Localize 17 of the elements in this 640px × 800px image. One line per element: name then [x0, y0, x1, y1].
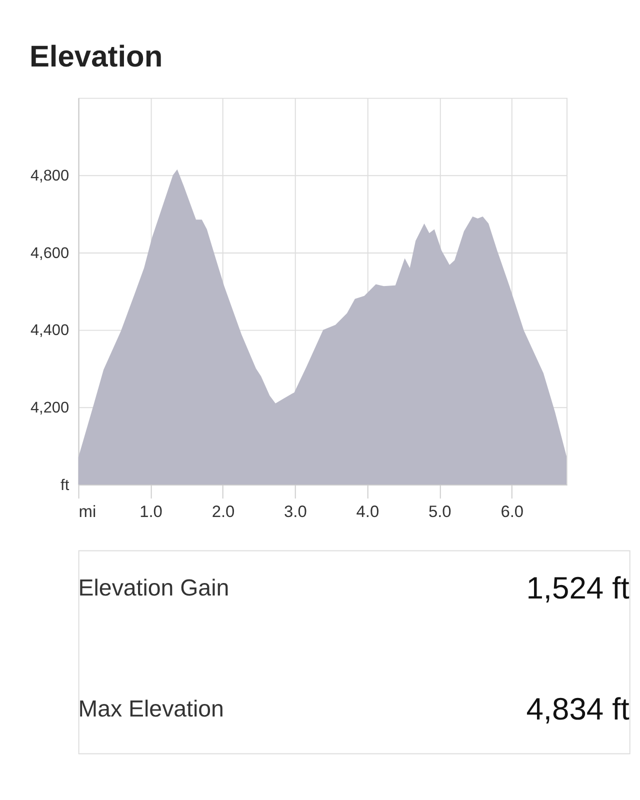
y-tick-label: 4,600: [30, 244, 70, 262]
x-tick-label: 3.0: [284, 502, 307, 521]
y-tick-label: ft: [60, 476, 70, 494]
x-tick-label: mi: [78, 502, 96, 521]
text: Max Elevation: [78, 696, 224, 722]
text: 1,524 ft: [526, 570, 630, 606]
x-tick-label: 2.0: [212, 502, 235, 521]
y-tick-label: 4,400: [30, 322, 70, 340]
x-tick-label: 4.0: [356, 502, 380, 521]
x-tick-label: 5.0: [428, 502, 452, 521]
y-tick-label: 4,800: [30, 167, 70, 184]
chart-title: Elevation: [29, 40, 163, 74]
x-tick-label: 1.0: [140, 502, 162, 521]
text: Elevation Gain: [78, 574, 230, 601]
text: 4,834 ft: [526, 691, 630, 726]
y-tick-label: 4,200: [30, 400, 70, 417]
x-tick-label: 6.0: [500, 502, 524, 521]
